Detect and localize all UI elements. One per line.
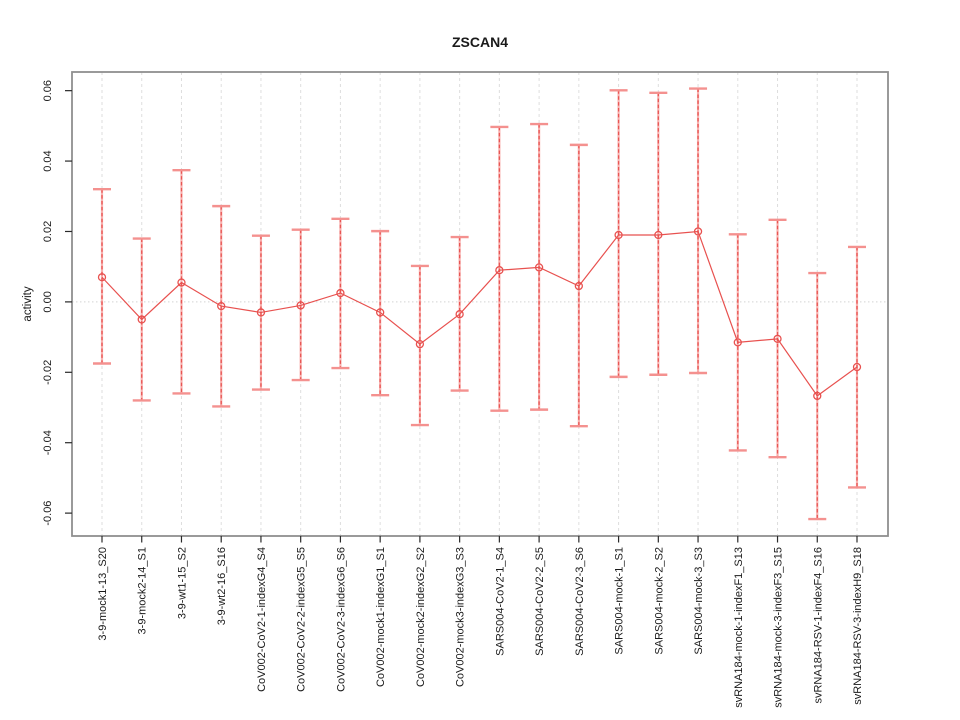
x-tick-label: SARS004-mock-3_S3 — [693, 547, 705, 655]
data-point — [137, 315, 146, 324]
data-point — [852, 362, 862, 372]
x-tick-label: svRNA184-RSV-1-indexF4_S16 — [812, 547, 824, 704]
data-point — [614, 230, 623, 240]
data-point — [773, 334, 782, 344]
data-point — [574, 281, 583, 291]
data-point — [376, 308, 385, 317]
y-tick-label: 0.04 — [42, 150, 54, 171]
y-tick-label: -0.04 — [42, 430, 54, 455]
x-tick-label: 3-9-mock1-13_S20 — [97, 547, 109, 641]
y-tick-label: -0.06 — [42, 501, 54, 526]
x-tick-label: SARS004-CoV2-3_S6 — [574, 547, 586, 656]
y-tick-label: -0.02 — [42, 360, 54, 385]
data-point — [534, 263, 544, 272]
series-line — [101, 230, 858, 397]
x-tick-label: svRNA184-mock-1-indexF1_S13 — [733, 547, 745, 708]
x-tick-label: CoV002-mock3-indexG3_S3 — [455, 547, 467, 687]
y-tick-label: 0.00 — [42, 291, 54, 312]
x-tick-label: CoV002-CoV2-2-indexG5_S5 — [296, 547, 308, 692]
x-tick-label: svRNA184-RSV-3-indexH9_S18 — [852, 547, 864, 705]
data-point — [495, 266, 504, 275]
data-point — [217, 301, 226, 311]
data-point — [455, 310, 464, 319]
data-point — [813, 391, 822, 401]
data-point — [336, 288, 345, 298]
data-point — [654, 230, 663, 240]
x-tick-label: CoV002-CoV2-3-indexG6_S6 — [335, 547, 347, 692]
x-tick-label: svRNA184-mock-3-indexF3_S15 — [773, 547, 785, 708]
chart-title: ZSCAN4 — [452, 34, 508, 50]
plot-border — [71, 71, 889, 537]
x-tick-label: CoV002-CoV2-1-indexG4_S4 — [256, 547, 268, 692]
x-tick-label: SARS004-mock-2_S2 — [653, 547, 665, 655]
y-tick-label: 0.06 — [42, 80, 54, 101]
plot-area: -0.06 -0.04 -0.02 0.00 0.02 0.04 0.06 3-9-mock1… — [42, 71, 889, 708]
data-point — [97, 273, 107, 282]
data-point — [733, 338, 742, 347]
x-tick-label: CoV002-mock2-indexG2_S2 — [415, 547, 427, 687]
data-point — [177, 278, 186, 287]
data-point — [693, 227, 703, 236]
y-axis-title: activity — [22, 286, 34, 321]
y-tick-label: 0.02 — [42, 221, 54, 242]
x-tick-label: 3-9-wt2-16_S16 — [216, 547, 228, 625]
x-tick-label: SARS004-mock-1_S1 — [614, 547, 626, 655]
data-point — [256, 308, 266, 317]
x-tick-label: 3-9-wt1-15_S2 — [176, 547, 188, 619]
data-point — [296, 301, 305, 310]
x-tick-label: CoV002-mock1-indexG1_S1 — [375, 547, 387, 687]
x-tick-label: SARS004-CoV2-2_S5 — [534, 547, 546, 656]
data-point — [415, 339, 425, 349]
x-tick-label: 3-9-mock2-14_S1 — [137, 547, 149, 634]
x-tick-label: SARS004-CoV2-1_S4 — [494, 547, 506, 656]
